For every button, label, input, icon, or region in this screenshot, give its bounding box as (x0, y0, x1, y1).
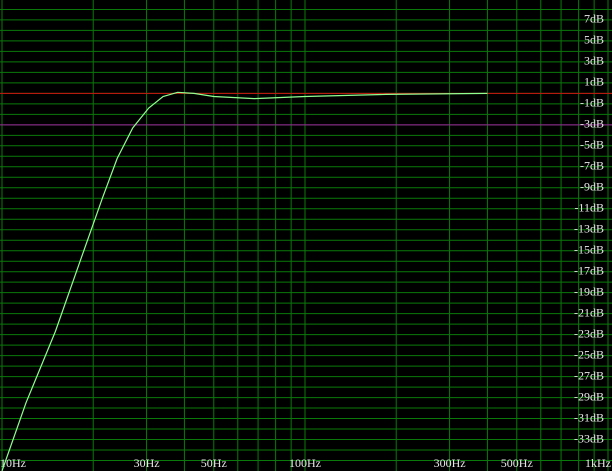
y-tick-label: -5dB (580, 138, 604, 152)
y-tick-label: -3dB (580, 117, 604, 131)
y-tick-label: -21dB (574, 305, 604, 319)
x-tick-label: 30Hz (134, 456, 160, 470)
y-tick-label: -17dB (574, 263, 604, 277)
y-tick-label: -19dB (574, 284, 604, 298)
y-tick-label: -29dB (574, 389, 604, 403)
x-tick-label: 500Hz (501, 456, 533, 470)
y-tick-label: -1dB (580, 96, 604, 110)
x-tick-label: 300Hz (434, 456, 466, 470)
response-curve (1, 91, 488, 471)
x-tick-label: 50Hz (201, 456, 227, 470)
y-tick-label: -23dB (574, 326, 604, 340)
y-tick-label: -33dB (574, 431, 604, 445)
y-tick-label: 3dB (584, 54, 604, 68)
y-tick-label: -13dB (574, 221, 604, 235)
x-tick-label: 1kHz (585, 456, 611, 470)
y-tick-label: 7dB (584, 12, 604, 26)
y-tick-label: -9dB (580, 180, 604, 194)
y-tick-label: 1dB (584, 75, 604, 89)
y-tick-label: 5dB (584, 33, 604, 47)
y-tick-label: -25dB (574, 347, 604, 361)
y-tick-label: -15dB (574, 242, 604, 256)
x-tick-label: 100Hz (289, 456, 321, 470)
y-tick-label: -27dB (574, 368, 604, 382)
y-tick-label: -31dB (574, 410, 604, 424)
y-tick-label: -11dB (574, 201, 604, 215)
x-tick-label: 10Hz (0, 456, 26, 470)
y-tick-label: -7dB (580, 159, 604, 173)
